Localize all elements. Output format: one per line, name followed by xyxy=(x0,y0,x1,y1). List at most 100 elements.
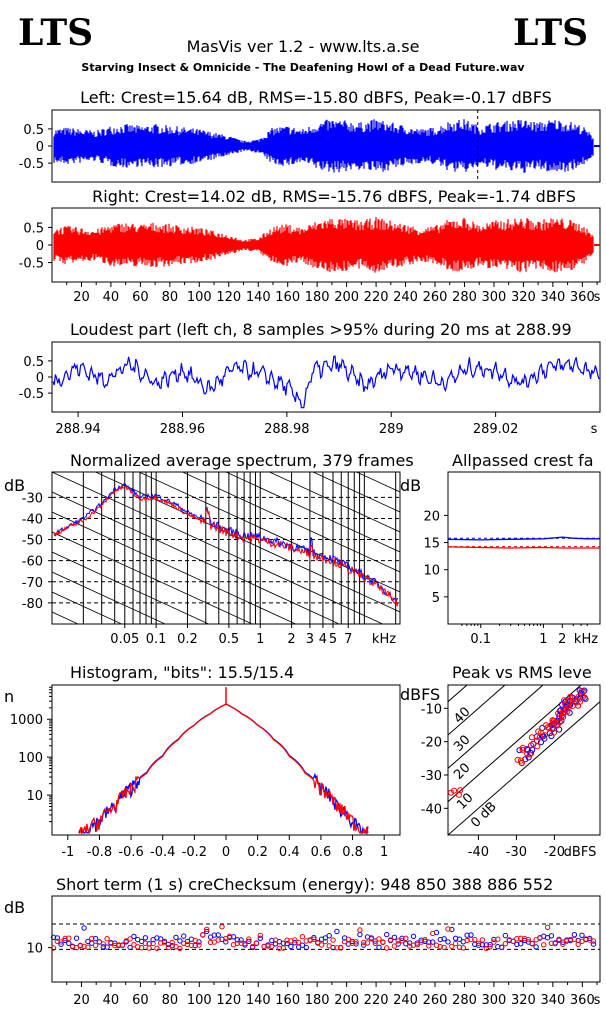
checksum-point-right xyxy=(242,940,248,947)
checksum-point-right xyxy=(92,942,99,949)
checksum-point-right xyxy=(112,942,118,949)
histogram-title: Histogram, "bits": 15.5/15.4 xyxy=(70,663,294,682)
checksum-xtick-label: 200 xyxy=(334,993,359,1008)
right-wave-xtick-label: 320 xyxy=(511,290,536,305)
checksum-xtick-label: s xyxy=(594,993,601,1008)
checksum-point-right xyxy=(311,936,317,942)
peak-rms-crest-line xyxy=(448,685,582,803)
checksum-point-left xyxy=(192,942,198,949)
histogram-xtick-label: 1 xyxy=(380,845,388,860)
checksum-point-left xyxy=(238,937,244,943)
checksum-xtick-label: 280 xyxy=(452,993,477,1008)
right-wave-xtick-label: 120 xyxy=(216,290,241,305)
crest-ylabel: dB xyxy=(400,476,421,495)
crest-ytick-label: 15 xyxy=(423,537,440,552)
spectrum-slope-line xyxy=(94,472,400,613)
checksum-point-right xyxy=(410,942,417,948)
spectrum-ytick-label: -40 xyxy=(22,512,43,527)
crest-xtick-label: 0.1 xyxy=(470,632,491,647)
checksum-point-right xyxy=(491,939,497,945)
checksum-point-right xyxy=(299,934,306,940)
peak-rms-point-right xyxy=(556,718,563,726)
histogram-ytick-label: 10 xyxy=(26,789,43,804)
checksum-point-right xyxy=(127,936,133,942)
checksum-xtick-label: 160 xyxy=(275,993,300,1008)
checksum-point-left xyxy=(81,925,87,931)
peak-rms-ytick-label: -10 xyxy=(421,702,442,717)
spectrum-ytick-label: -70 xyxy=(22,576,43,591)
checksum-xtick-label: 320 xyxy=(511,993,536,1008)
checksum-xtick-label: 120 xyxy=(216,993,241,1008)
crest-xtick-label: 2 xyxy=(558,632,566,647)
checksum-point-right xyxy=(318,942,325,948)
checksum-point-right xyxy=(119,942,126,949)
checksum-point-left xyxy=(399,935,405,941)
checksum-point-right xyxy=(575,941,581,948)
peak-rms-crest-label: 40 xyxy=(451,705,473,727)
right-wave-xtick-label: 40 xyxy=(103,290,120,305)
checksum-point-left xyxy=(590,941,597,947)
checksum-ytick-label: 10 xyxy=(26,942,43,957)
right-wave-xtick-label: 180 xyxy=(305,290,330,305)
checksum-point-right xyxy=(533,937,539,943)
checksum-point-left xyxy=(73,935,80,941)
left-wave-ytick-label: 0 xyxy=(36,140,44,155)
left-wave-ytick-label: -0.5 xyxy=(19,157,44,172)
checksum-point-right xyxy=(525,936,532,943)
loudest-xtick-label: 289 xyxy=(379,422,404,437)
checksum-point-left xyxy=(326,933,332,939)
histogram-xtick-label: 0 xyxy=(222,845,230,860)
peak-rms-point-right xyxy=(569,694,577,701)
checksum-point-left xyxy=(177,938,183,944)
checksum-point-right xyxy=(445,926,451,932)
checksum-xtick-label: 300 xyxy=(482,993,507,1008)
histogram-xtick-label: 0.2 xyxy=(247,845,268,860)
checksum-point-right xyxy=(368,936,375,942)
checksum-point-left xyxy=(303,944,309,951)
loudest-ytick-label: -0.5 xyxy=(19,387,44,402)
checksum-point-right xyxy=(544,924,551,930)
checksum-point-right xyxy=(361,939,367,946)
peak-rms-point-right xyxy=(576,698,584,705)
checksum-xtick-label: 360 xyxy=(570,993,595,1008)
right-wave-xtick-label: 100 xyxy=(187,290,212,305)
right-wave-ytick-label: 0.5 xyxy=(23,221,44,236)
loudest-ytick-label: 0 xyxy=(36,371,44,386)
spectrum-xtick-label: 1 xyxy=(256,632,264,647)
checksum-point-left xyxy=(92,935,99,942)
peak-rms-xtick-label: -20 xyxy=(544,845,565,860)
right-wave-series-right xyxy=(53,217,594,273)
checksum-xtick-label: 240 xyxy=(393,993,418,1008)
loudest-frame xyxy=(51,341,601,413)
histogram-xtick-label: -1 xyxy=(61,845,74,860)
checksum-point-right xyxy=(246,936,252,942)
peak-rms-point-right xyxy=(526,751,533,758)
checksum-point-right xyxy=(399,938,405,944)
histogram-series-left xyxy=(78,703,369,836)
histogram-xtick-label: -0.2 xyxy=(182,845,207,860)
checksum-point-left xyxy=(579,932,585,938)
checksum-point-right xyxy=(227,933,233,939)
peak-rms-xunit: dBFS xyxy=(564,845,597,860)
checksum-title: Short term (1 s) creChecksum (energy): 9… xyxy=(56,875,553,894)
checksum-point-left xyxy=(131,933,137,940)
histogram-xtick-label: -0.4 xyxy=(150,845,175,860)
spectrum-slope-line xyxy=(312,472,400,513)
loudest-series-left xyxy=(52,355,600,409)
file-name: Starving Insect & Omnicide - The Deafeni… xyxy=(81,61,525,74)
peak-rms-point-right xyxy=(573,699,580,706)
spectrum-ytick-label: -30 xyxy=(22,491,43,506)
checksum-xtick-label: 60 xyxy=(132,993,149,1008)
checksum-point-left xyxy=(54,935,60,941)
checksum-point-right xyxy=(188,942,195,949)
right-wave-xtick-label: 300 xyxy=(482,290,507,305)
spectrum-slope-line xyxy=(52,472,384,624)
checksum-point-left xyxy=(230,934,237,940)
checksum-point-right xyxy=(200,932,206,938)
checksum-point-right xyxy=(353,939,359,945)
checksum-point-right xyxy=(590,938,597,944)
peak-rms-point-right xyxy=(546,725,553,732)
checksum-point-left xyxy=(384,931,390,938)
loudest-xunit: s xyxy=(591,422,598,437)
logo-left: LTS xyxy=(18,12,93,54)
